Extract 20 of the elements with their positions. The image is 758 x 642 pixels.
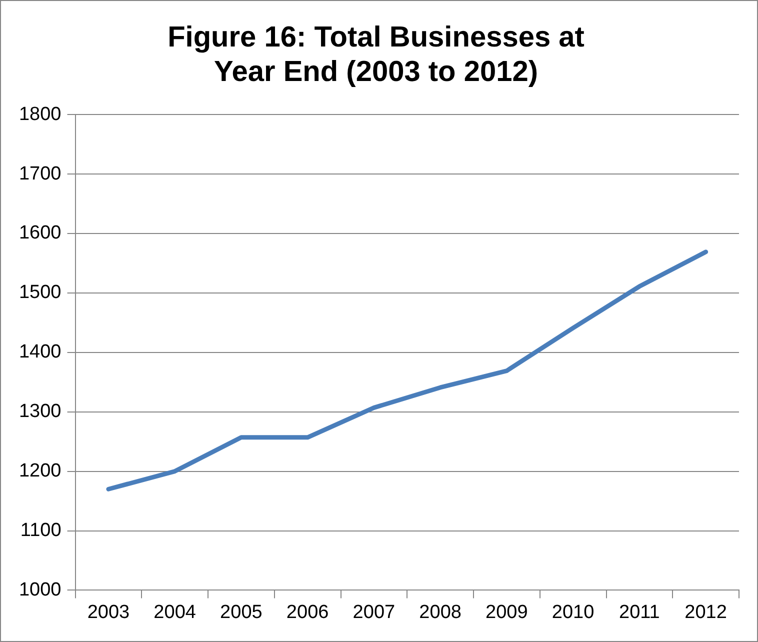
x-tick-label: 2003: [87, 602, 130, 623]
y-tick-label: 1300: [18, 401, 62, 422]
x-tick-label: 2005: [220, 602, 262, 623]
y-tick-label: 1000: [18, 579, 62, 600]
x-tick-label: 2008: [419, 602, 462, 623]
x-tick-label: 2004: [154, 602, 196, 623]
x-tick-label: 2006: [286, 602, 329, 623]
x-tick-label: 2007: [352, 602, 396, 623]
y-tick-label: 1400: [18, 342, 62, 363]
y-tick-label: 1100: [20, 520, 62, 541]
chart-title: Figure 16: Total Businesses at Year End (2003 to 2012): [168, 21, 585, 88]
x-tick-label: 2012: [684, 602, 727, 623]
y-tick-label: 1800: [18, 104, 62, 125]
y-tick-label: 1200: [18, 460, 62, 482]
y-tick-label: 1500: [18, 282, 62, 304]
y-tick-label: 1700: [18, 163, 62, 184]
x-tick-label: 2009: [486, 602, 528, 623]
x-tick-label: 2010: [552, 602, 594, 623]
x-tick-label: 2011: [619, 602, 660, 623]
y-tick-label: 1600: [18, 222, 62, 244]
